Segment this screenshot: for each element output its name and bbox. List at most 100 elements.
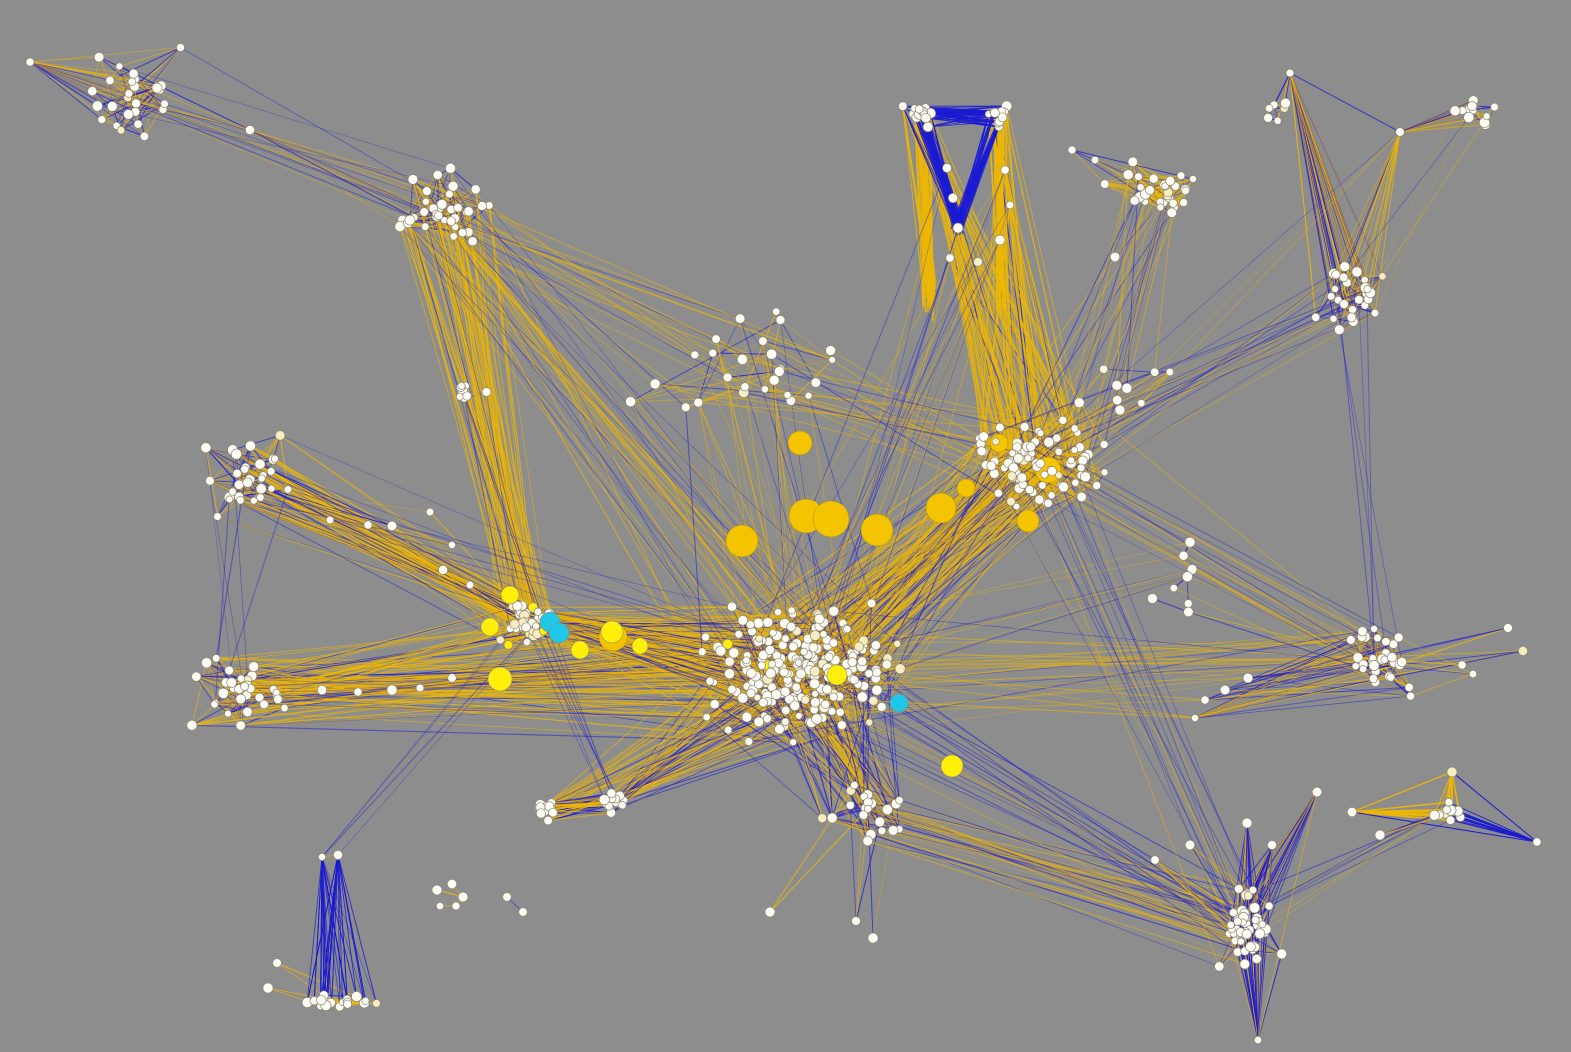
- graph-edge: [827, 227, 959, 646]
- graph-edge: [1051, 495, 1258, 960]
- graph-edge: [851, 576, 1188, 679]
- graph-edge: [840, 677, 1249, 713]
- graph-edge: [1005, 106, 1008, 310]
- graph-edge: [1079, 402, 1387, 654]
- graph-edge: [758, 471, 1105, 624]
- graph-edge: [29, 61, 139, 125]
- graph-edge: [249, 129, 401, 227]
- graph-edge: [958, 112, 996, 224]
- graph-edge: [98, 57, 122, 131]
- graph-edge: [995, 126, 1000, 293]
- graph-edge: [764, 388, 1053, 472]
- graph-edge: [402, 219, 845, 669]
- graph-edge: [808, 395, 1063, 421]
- graph-edge: [862, 657, 1373, 662]
- graph-edge: [870, 833, 1246, 952]
- graph-edge: [327, 854, 339, 1002]
- graph-edge: [461, 385, 543, 618]
- graph-edge: [542, 630, 612, 794]
- graph-edge: [769, 784, 855, 913]
- graph-edge: [1070, 271, 1358, 464]
- graph-edge: [232, 449, 248, 680]
- graph-edge: [92, 90, 251, 131]
- graph-edge: [321, 628, 511, 858]
- graph-edge: [1254, 810, 1452, 909]
- graph-edge: [29, 61, 103, 120]
- graph-edge: [887, 809, 1254, 891]
- graph-edge: [1069, 190, 1186, 463]
- graph-edge: [287, 489, 453, 546]
- graph-edge: [1246, 822, 1265, 933]
- graph-edge: [842, 541, 1191, 624]
- graph-edge: [127, 97, 145, 137]
- graph-edge: [438, 215, 785, 673]
- graph-edge: [985, 464, 1256, 921]
- graph-edge: [1080, 131, 1401, 469]
- graph-edge: [321, 856, 377, 1004]
- graph-edge: [851, 257, 951, 663]
- graph-edge: [1289, 72, 1383, 277]
- graph-edge: [867, 801, 1256, 948]
- graph-edge: [1058, 475, 1254, 891]
- graph-edge: [1357, 643, 1394, 659]
- graph-edge: [337, 854, 348, 1005]
- graph-edge: [776, 694, 1256, 921]
- graph-edge: [1366, 293, 1375, 666]
- graph-edge: [980, 180, 1171, 445]
- graph-edge: [409, 219, 766, 390]
- graph-edge: [819, 625, 1247, 932]
- graph-edge: [1194, 686, 1410, 719]
- graph-edge: [1183, 555, 1393, 658]
- graph-edge: [1152, 598, 1189, 613]
- graph-edge: [205, 447, 234, 689]
- graph-edge: [528, 633, 758, 698]
- graph-edge: [1057, 161, 1134, 452]
- graph-edge: [436, 215, 833, 361]
- graph-edge: [886, 664, 897, 804]
- graph-edge: [828, 167, 948, 678]
- graph-edge: [441, 203, 780, 372]
- graph-edge: [1335, 274, 1377, 672]
- graph-edge: [551, 721, 810, 804]
- graph-edge: [1011, 304, 1366, 477]
- graph-edge: [488, 205, 550, 613]
- graph-edge: [1116, 185, 1166, 401]
- graph-edge: [432, 208, 818, 649]
- graph-edge: [136, 103, 452, 222]
- graph-edge: [858, 204, 1011, 647]
- graph-edge: [1433, 771, 1453, 816]
- graph-edge: [822, 657, 1373, 719]
- graph-edge: [97, 105, 454, 187]
- graph-edge: [796, 689, 872, 835]
- graph-edge: [698, 402, 1039, 432]
- graph-edge: [795, 257, 951, 667]
- graph-edge: [764, 389, 815, 659]
- graph-edge: [826, 689, 869, 795]
- graph-edge: [867, 801, 1241, 933]
- graph-edge: [1268, 814, 1435, 907]
- graph-edge: [205, 447, 238, 474]
- graph-edge: [249, 129, 415, 218]
- graph-edge: [215, 702, 786, 723]
- graph-edge: [517, 605, 793, 658]
- graph-edge: [313, 856, 323, 1001]
- graph-edge: [1062, 207, 1175, 421]
- graph-edge: [902, 106, 933, 311]
- graph-edge: [399, 226, 774, 671]
- graph-edge: [214, 677, 453, 705]
- graph-edge: [247, 711, 749, 742]
- graph-edge: [217, 516, 748, 687]
- graph-edge: [698, 318, 741, 403]
- graph-edge: [461, 232, 537, 627]
- graph-edge: [249, 129, 425, 213]
- graph-edge: [249, 129, 414, 180]
- graph-edge: [247, 646, 794, 713]
- graph-edge: [1075, 195, 1169, 483]
- graph-edge: [399, 226, 814, 648]
- graph-edge: [1224, 689, 1411, 697]
- graph-edge: [807, 654, 1196, 719]
- graph-edge: [436, 216, 518, 607]
- graph-edge: [832, 438, 981, 679]
- graph-edge: [162, 109, 425, 213]
